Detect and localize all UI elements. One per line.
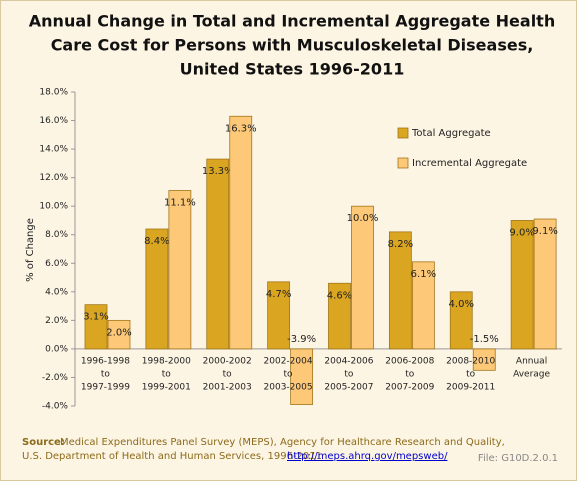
value-label: 9.1% [532, 226, 557, 237]
x-tick-label: Average [513, 369, 550, 379]
source-text: U.S. Department of Health and Human Serv… [22, 451, 322, 462]
value-label: 11.1% [164, 197, 196, 208]
chart-title: United States 1996-2011 [180, 60, 405, 79]
value-label: -3.9% [287, 334, 316, 345]
source-label: Source: [22, 437, 65, 448]
y-tick-label: -2.0% [42, 373, 69, 383]
legend-label: Total Aggregate [411, 128, 491, 139]
legend-label: Incremental Aggregate [412, 158, 527, 169]
bar [229, 115, 253, 350]
y-tick-label: 10.0% [39, 202, 68, 212]
y-axis-label: % of Change [25, 218, 36, 282]
x-tick-label: 2001-2003 [203, 382, 252, 392]
chart-title: Annual Change in Total and Incremental A… [29, 12, 555, 31]
bar [472, 348, 496, 371]
y-tick-label: 14.0% [39, 145, 68, 155]
value-label: 8.4% [144, 236, 169, 247]
y-tick-label: 18.0% [39, 88, 68, 98]
bar [388, 231, 412, 350]
value-label: -1.5% [470, 334, 499, 345]
bar [411, 261, 435, 350]
x-tick-label: 2004-2006 [324, 356, 373, 366]
bar [84, 304, 108, 350]
x-tick-label: 2003-2005 [264, 382, 313, 392]
x-tick-label: 1998-2000 [142, 356, 191, 366]
value-label: 4.7% [266, 289, 291, 300]
y-tick-label: 16.0% [39, 116, 68, 126]
bar [449, 291, 473, 350]
y-tick-label: -4.0% [42, 402, 69, 412]
x-tick-label: to [405, 369, 415, 379]
x-tick-label: 1997-1999 [81, 382, 130, 392]
value-label: 8.2% [388, 239, 413, 250]
bar [168, 190, 192, 350]
bar [145, 228, 169, 350]
x-tick-label: 1999-2001 [142, 382, 191, 392]
value-label: 10.0% [347, 213, 379, 224]
value-label: 13.3% [202, 166, 234, 177]
bar [107, 319, 131, 350]
value-label: 3.1% [83, 312, 108, 323]
y-tick-label: 8.0% [45, 230, 68, 240]
x-tick-label: 2008-2010 [446, 356, 495, 366]
x-tick-label: 1996-1998 [81, 356, 130, 366]
value-label: 4.0% [449, 299, 474, 310]
source-text: Medical Expenditures Panel Survey (MEPS)… [60, 437, 505, 448]
x-tick-label: to [101, 369, 111, 379]
x-tick-label: Annual [516, 356, 547, 366]
x-tick-label: 2007-2009 [385, 382, 434, 392]
x-tick-label: 2002-2004 [264, 356, 313, 366]
x-tick-label: to [162, 369, 172, 379]
legend-swatch [397, 127, 409, 139]
y-tick-label: 2.0% [45, 316, 68, 326]
x-tick-label: to [466, 369, 476, 379]
y-tick-label: 12.0% [39, 173, 68, 183]
x-tick-label: 2009-2011 [446, 382, 495, 392]
value-label: 6.1% [411, 269, 436, 280]
value-label: 2.0% [106, 327, 131, 338]
bar [533, 218, 557, 350]
y-tick-label: 0.0% [45, 344, 68, 354]
x-tick-label: 2000-2002 [203, 356, 252, 366]
source-link[interactable]: http://meps.ahrq.gov/mepsweb/ [287, 451, 448, 462]
y-tick-label: 4.0% [45, 287, 68, 297]
value-label: 4.6% [327, 290, 352, 301]
x-tick-label: to [223, 369, 233, 379]
x-tick-label: to [284, 369, 294, 379]
x-tick-label: 2006-2008 [385, 356, 434, 366]
chart-title: Care Cost for Persons with Musculoskelet… [51, 36, 534, 55]
bar [351, 205, 374, 350]
y-tick-label: 6.0% [45, 259, 68, 269]
bar [206, 158, 230, 350]
bar [267, 281, 291, 350]
bar [510, 220, 534, 350]
x-tick-label: to [344, 369, 354, 379]
legend-swatch [397, 157, 409, 169]
x-tick-label: 2005-2007 [324, 382, 373, 392]
value-label: 9.0% [509, 227, 534, 238]
file-label: File: G10D.2.0.1 [478, 453, 558, 464]
value-label: 16.3% [225, 123, 257, 134]
bar [290, 348, 314, 405]
bar [328, 282, 351, 350]
